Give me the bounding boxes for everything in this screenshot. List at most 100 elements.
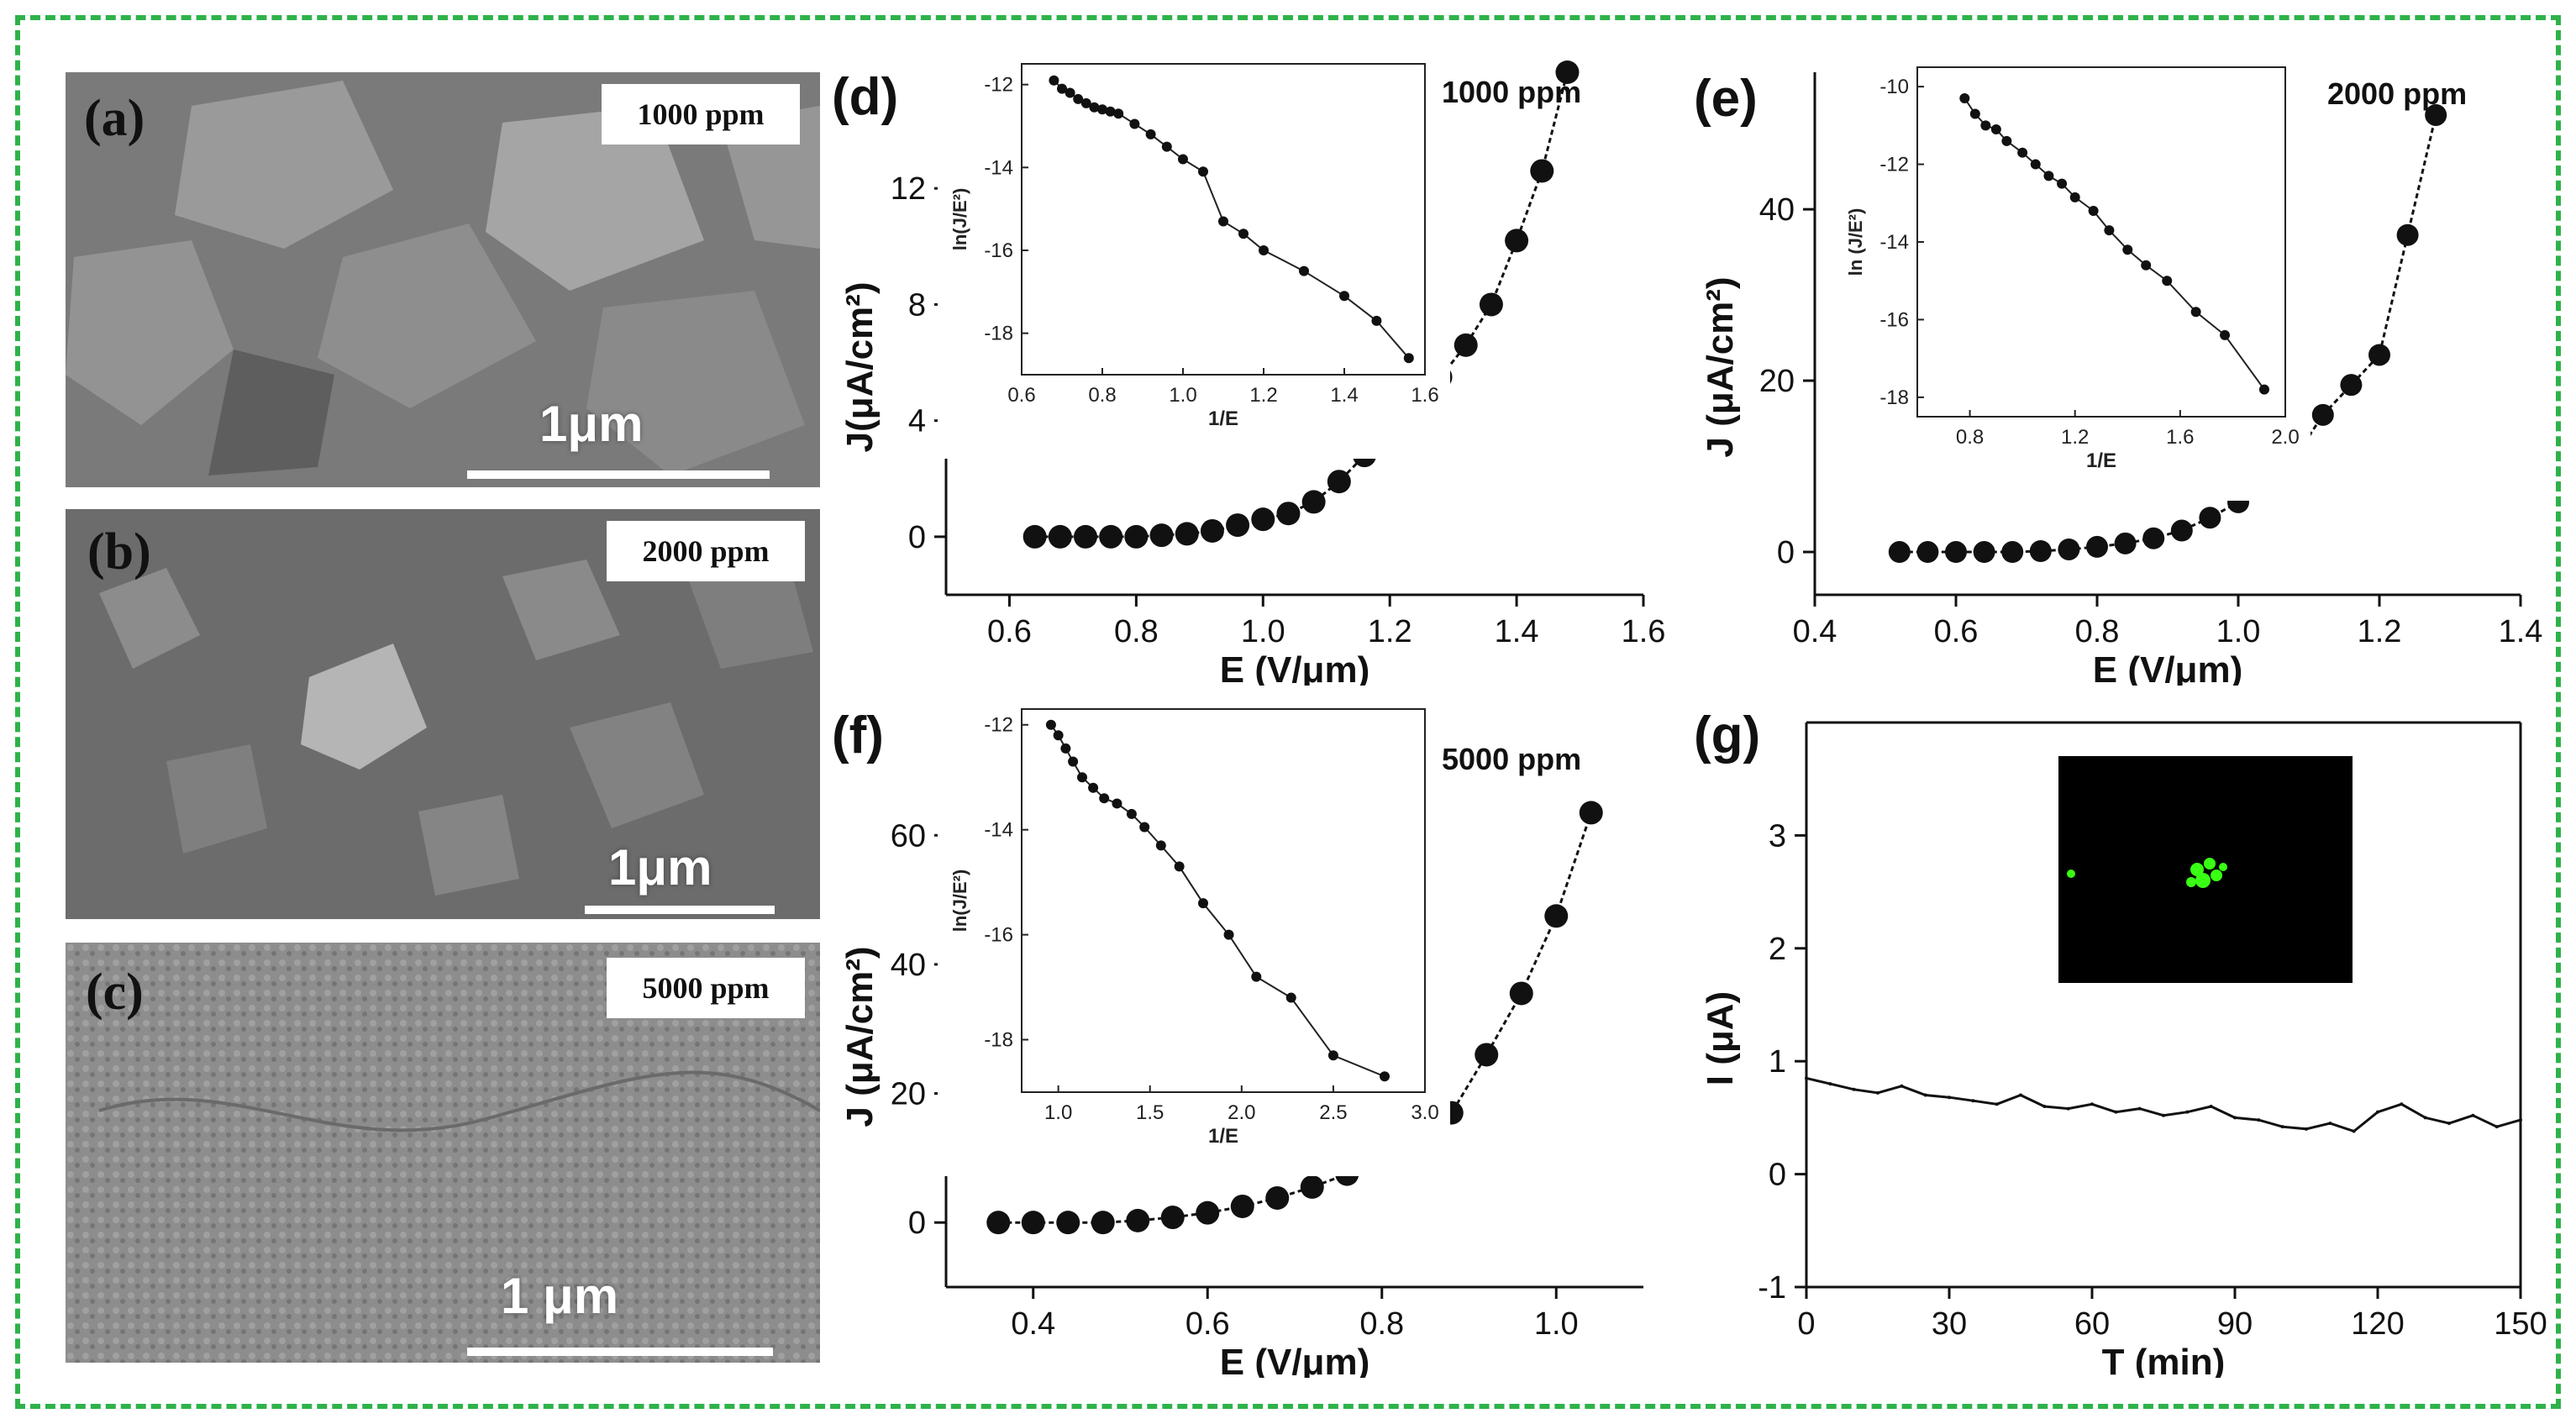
x-tick-label: 1.0 — [2216, 614, 2261, 649]
inset-data-point — [1198, 166, 1208, 177]
x-tick-label: 0.8 — [1359, 1306, 1404, 1342]
data-point — [1091, 1211, 1115, 1235]
inset-data-point — [1105, 106, 1116, 117]
y-axis-label: J(μA/cm²) — [839, 282, 881, 453]
y-tick-label: 1 — [1769, 1044, 1786, 1080]
sem-image-b — [66, 509, 820, 919]
data-point — [2058, 538, 2080, 560]
data-point — [1230, 1194, 1254, 1218]
inset-data-point — [2043, 171, 2054, 181]
x-tick-label: 0.6 — [1934, 614, 1979, 649]
x-tick-label: 1.2 — [2358, 614, 2402, 649]
inset-x-tick-label: 1.2 — [1249, 384, 1277, 407]
inset-data-point — [1218, 216, 1228, 227]
x-axis-label: E (V/μm) — [1220, 649, 1370, 686]
inset-x-tick-label: 2.0 — [2271, 426, 2299, 449]
sem-a-scale-label: 1μm — [539, 396, 644, 452]
panel-letter: (g) — [1694, 707, 1760, 765]
inset-data-point — [2258, 384, 2269, 395]
inset-y-label: ln(J/E²) — [949, 188, 970, 251]
data-point — [1555, 60, 1580, 84]
inset-x-tick-label: 0.6 — [1007, 384, 1035, 407]
current-point — [2185, 1110, 2190, 1114]
inset-frame — [1916, 66, 2286, 418]
emission-spot — [2190, 863, 2204, 876]
inset-data-point — [2057, 178, 2068, 189]
inset-data-point — [1060, 743, 1071, 754]
inset-y-label: ln(J/E²) — [949, 870, 970, 933]
current-point — [2090, 1102, 2094, 1106]
inset-data-point — [1371, 315, 1382, 326]
data-point — [2029, 539, 2052, 562]
data-point — [2086, 535, 2108, 558]
inset-y-tick-label: -18 — [1879, 386, 1909, 409]
emission-image — [2058, 756, 2353, 983]
data-point — [1149, 523, 1174, 548]
data-point — [1945, 541, 1967, 564]
x-tick-label: 1.4 — [2499, 614, 2543, 649]
inset-x-tick-label: 1.4 — [1330, 384, 1358, 407]
x-tick-label: 90 — [2217, 1306, 2253, 1342]
inset-data-point — [1145, 129, 1156, 139]
inset-data-point — [1251, 971, 1262, 982]
chart-f: 0.4 0.6 0.8 1.0 0 20 40 60 E (V/μm) J (μA/cm²) (f)… — [832, 701, 1643, 1378]
inset-data-point — [1045, 719, 1056, 730]
chart-e: 0.4 0.6 0.8 1.0 1.2 1.4 0 20 40 E (V/μm) J (μA/cm²… — [1694, 59, 2543, 686]
emission-spot — [2067, 870, 2075, 878]
data-point — [1265, 1185, 1290, 1210]
inset-data-point — [2162, 276, 2173, 286]
data-point — [1888, 541, 1911, 564]
inset-data-point — [2141, 260, 2152, 271]
current-point — [1900, 1084, 1904, 1088]
inset-x-tick-label: 1.6 — [1411, 384, 1438, 407]
inset-data-point — [2001, 135, 2012, 146]
y-tick-label: 3 — [1769, 818, 1786, 854]
inset-data-point — [2122, 244, 2133, 255]
inset-data-point — [1959, 92, 1970, 103]
current-point — [2447, 1122, 2451, 1126]
data-point — [1126, 1208, 1150, 1232]
current-point — [2471, 1113, 2475, 1117]
y-tick-label: 40 — [1759, 192, 1795, 228]
inset-data-point — [1129, 118, 1140, 129]
data-point — [1226, 513, 1250, 538]
x-tick-label: 1.0 — [1534, 1306, 1579, 1342]
inset-frame — [1021, 708, 1426, 1093]
current-point — [2257, 1118, 2261, 1122]
data-point — [1479, 292, 1503, 317]
current-point — [1948, 1096, 1951, 1100]
inset-data-point — [1223, 929, 1234, 940]
data-point — [1973, 541, 1995, 564]
y-tick-label: 0 — [1777, 535, 1795, 570]
x-tick-label: 0.4 — [1011, 1306, 1055, 1342]
x-tick-label: 1.2 — [1368, 614, 1412, 649]
x-tick-label: 0.8 — [1114, 614, 1159, 649]
y-tick-label: 8 — [908, 287, 926, 323]
inset-data-point — [1380, 1071, 1390, 1082]
data-point — [1301, 490, 1326, 514]
y-tick-label: 20 — [1759, 364, 1795, 399]
data-point — [1021, 1211, 1045, 1235]
current-point — [2280, 1125, 2284, 1129]
chart-g: 0 30 60 90 120 150 -1 0 1 2 3 T (min) I (μA) (g) — [1694, 707, 2547, 1378]
y-tick-label: 0 — [908, 1206, 926, 1241]
inset-y-tick-label: -12 — [1879, 154, 1909, 176]
data-point — [1916, 541, 1939, 564]
inset-data-point — [1139, 822, 1150, 833]
inset-data-point — [1178, 154, 1188, 165]
current-point — [1828, 1082, 1832, 1086]
inset-y-tick-label: -16 — [984, 924, 1013, 947]
inset-data-point — [1068, 756, 1079, 767]
inset-x-tick-label: 2.0 — [1228, 1101, 1255, 1124]
sem-image-c — [66, 943, 820, 1363]
data-point — [1160, 1206, 1185, 1230]
data-point — [1579, 801, 1603, 825]
y-axis-label: J (μA/cm²) — [1700, 276, 1741, 457]
data-point — [1530, 159, 1554, 183]
emission-spot — [2219, 863, 2227, 871]
current-point — [2066, 1106, 2070, 1111]
data-point — [1056, 1211, 1080, 1235]
y-tick-label: 0 — [1769, 1158, 1786, 1193]
inset-data-point — [1403, 353, 1414, 364]
inset-data-point — [1299, 265, 1309, 276]
